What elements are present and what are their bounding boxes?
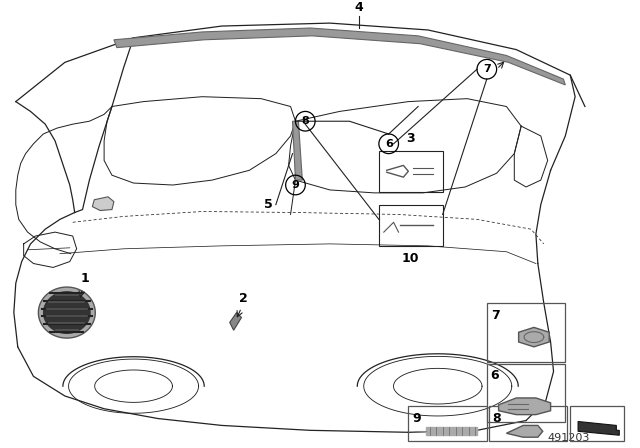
Bar bbox=[487, 303, 565, 362]
Text: 7: 7 bbox=[483, 64, 491, 74]
Text: 491203: 491203 bbox=[547, 433, 590, 443]
Polygon shape bbox=[578, 422, 620, 435]
Text: 3: 3 bbox=[406, 132, 415, 145]
Text: 9: 9 bbox=[292, 180, 300, 190]
Polygon shape bbox=[518, 327, 549, 347]
Polygon shape bbox=[114, 28, 565, 85]
Polygon shape bbox=[230, 313, 241, 330]
Bar bbox=[408, 406, 487, 441]
Text: 2: 2 bbox=[239, 292, 248, 305]
Polygon shape bbox=[92, 197, 114, 211]
Text: 9: 9 bbox=[412, 412, 421, 425]
Polygon shape bbox=[426, 427, 477, 435]
Text: 7: 7 bbox=[491, 309, 499, 322]
Bar bbox=[487, 364, 565, 422]
Bar bbox=[570, 406, 624, 441]
Text: 10: 10 bbox=[402, 252, 419, 265]
Text: 6: 6 bbox=[491, 370, 499, 383]
Polygon shape bbox=[38, 287, 95, 338]
Bar bbox=[489, 406, 567, 441]
Text: 1: 1 bbox=[80, 272, 89, 285]
Text: 8: 8 bbox=[493, 412, 501, 425]
Text: 4: 4 bbox=[355, 1, 364, 14]
Text: 8: 8 bbox=[301, 116, 309, 126]
Text: 6: 6 bbox=[385, 139, 392, 149]
Bar bbox=[379, 151, 443, 192]
Polygon shape bbox=[499, 398, 550, 415]
Bar bbox=[379, 205, 443, 246]
Polygon shape bbox=[292, 121, 302, 180]
Polygon shape bbox=[506, 426, 543, 437]
Text: 5: 5 bbox=[264, 198, 273, 211]
Polygon shape bbox=[43, 291, 91, 334]
